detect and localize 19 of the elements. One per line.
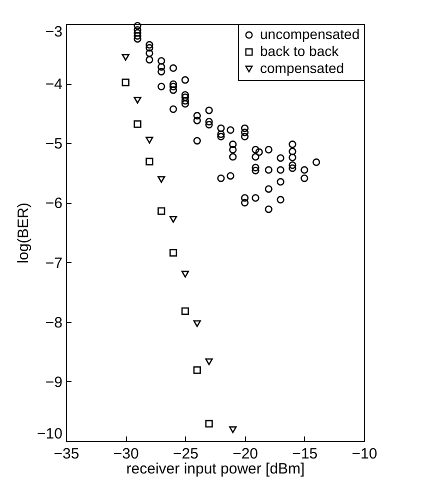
- x-tick-label: −30: [113, 446, 139, 462]
- x-tick-label: −10: [352, 446, 378, 462]
- x-axis-title: receiver input power [dBm]: [126, 460, 305, 478]
- x-tick-label: −35: [54, 446, 80, 462]
- y-tick-label: −8: [45, 314, 62, 332]
- legend-label: compensated: [260, 60, 344, 76]
- y-tick-label: −9: [45, 374, 62, 391]
- legend-label: back to back: [260, 43, 340, 59]
- y-tick-label: −10: [37, 426, 62, 442]
- legend-label: uncompensated: [260, 26, 360, 42]
- x-tick-label: −25: [172, 446, 198, 462]
- y-tick-label: −7: [45, 254, 62, 272]
- y-tick-label: −6: [45, 195, 62, 212]
- y-tick-label: −3: [45, 24, 62, 40]
- y-tick-label: −4: [45, 76, 62, 94]
- y-tick-label: −5: [45, 136, 62, 153]
- y-axis-title: log(BER): [15, 202, 32, 264]
- x-tick-label: −20: [232, 446, 258, 462]
- x-tick-label: −15: [292, 446, 318, 462]
